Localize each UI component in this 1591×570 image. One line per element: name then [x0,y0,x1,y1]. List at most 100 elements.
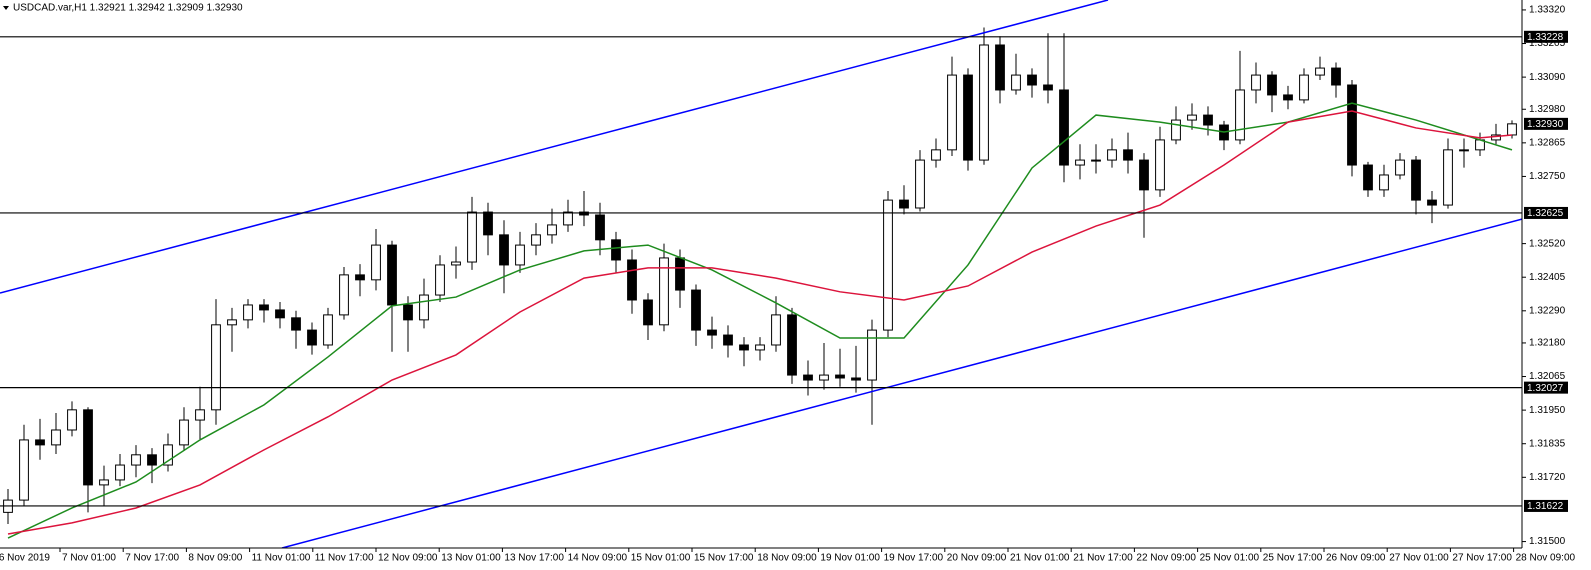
candle-body [915,159,925,209]
y-tick-label: 1.32750 [1529,171,1566,182]
candle-body [803,374,813,381]
level-label-box [1524,381,1568,394]
candle-body [1011,74,1021,91]
x-tick-label: 14 Nov 09:00 [568,553,628,564]
y-tick-label: 1.31500 [1529,536,1566,547]
candle-body [51,429,61,446]
candle-body [739,344,749,351]
candle-body [1027,74,1037,86]
candle-body [1123,149,1133,161]
last-price-box [1524,117,1568,130]
chart-title: USDCAD.var,H1 1.32921 1.32942 1.32909 1.… [13,3,243,14]
moving-average [7,110,1513,535]
candle-body [67,409,77,431]
candle-body [243,304,253,321]
candle-body [627,259,637,301]
candle-body [1107,149,1117,161]
candle-body [1075,159,1085,166]
candle-body [1267,74,1277,96]
x-tick-label: 27 Nov 17:00 [1452,553,1512,564]
candle-body [707,329,717,336]
candle-body [163,444,173,466]
y-tick-label: 1.31720 [1529,472,1566,483]
x-tick-label: 12 Nov 09:00 [378,553,438,564]
x-tick-label: 25 Nov 17:00 [1263,553,1323,564]
candle-body [1459,149,1469,152]
x-tick-label: 18 Nov 09:00 [757,553,817,564]
level-label: 1.32027 [1527,383,1564,394]
level-label-box [1524,30,1568,43]
candle-body [99,479,109,486]
candle-body [547,224,557,236]
x-tick-label: 21 Nov 17:00 [1073,553,1133,564]
last-price-label: 1.32930 [1527,119,1564,130]
candle-body [1363,164,1373,191]
x-tick-label: 6 Nov 2019 [0,553,50,564]
y-tick-label: 1.31835 [1529,438,1566,449]
candle-body [611,239,621,261]
menu-arrow [3,6,9,10]
candle-body [179,419,189,446]
y-tick-label: 1.32980 [1529,104,1566,115]
candle-body [1283,94,1293,101]
candle-body [531,234,541,246]
candle-body [1411,159,1421,201]
candle-body [1187,114,1197,121]
x-tick-label: 11 Nov 01:00 [252,553,311,564]
candle-body [1347,84,1357,166]
candle-body [371,244,381,281]
x-tick-label: 15 Nov 01:00 [631,553,691,564]
candle-body [35,439,45,446]
x-tick-label: 22 Nov 09:00 [1136,553,1196,564]
candle-body [19,439,29,501]
candle-body [659,257,669,326]
candle-body [227,319,237,326]
candle-body [211,324,221,411]
candle-body [275,309,285,319]
trend-line [0,0,1109,294]
candle-body [131,454,141,466]
x-tick-label: 21 Nov 01:00 [1010,553,1070,564]
candle-body [867,329,877,381]
candle-body [1443,149,1453,206]
candle-body [1059,89,1069,166]
candle-body [755,344,765,351]
y-tick-label: 1.33205 [1529,38,1566,49]
candle-body [83,409,93,486]
candle-body [467,211,477,263]
candle-body [1379,174,1389,191]
candle-body [979,44,989,161]
candle-body [1235,89,1245,141]
candle-body [899,199,909,209]
candle-body [851,377,861,381]
candle-body [1299,74,1309,101]
x-tick-label: 13 Nov 01:00 [441,553,501,564]
candle-body [115,464,125,481]
candle-body [675,257,685,291]
candle-body [1315,67,1325,76]
x-tick-label: 11 Nov 17:00 [315,553,374,564]
candle-body [1427,199,1437,206]
candle-body [355,274,365,281]
candle-body [1139,159,1149,191]
level-label: 1.32625 [1527,208,1564,219]
y-tick-label: 1.32865 [1529,137,1566,148]
candle-body [403,304,413,321]
candle-body [1507,123,1517,136]
candle-body [835,374,845,379]
y-tick-label: 1.33320 [1529,5,1566,16]
x-tick-label: 19 Nov 01:00 [820,553,880,564]
x-tick-label: 26 Nov 09:00 [1326,553,1386,564]
candle-body [1203,114,1213,126]
level-label: 1.31622 [1527,501,1564,512]
candle-body [307,329,317,346]
x-tick-label: 25 Nov 01:00 [1200,553,1260,564]
candle-body [195,409,205,421]
candle-body [643,299,653,326]
y-tick-label: 1.32520 [1529,238,1566,249]
candle-body [963,74,973,161]
candle-body [723,334,733,346]
